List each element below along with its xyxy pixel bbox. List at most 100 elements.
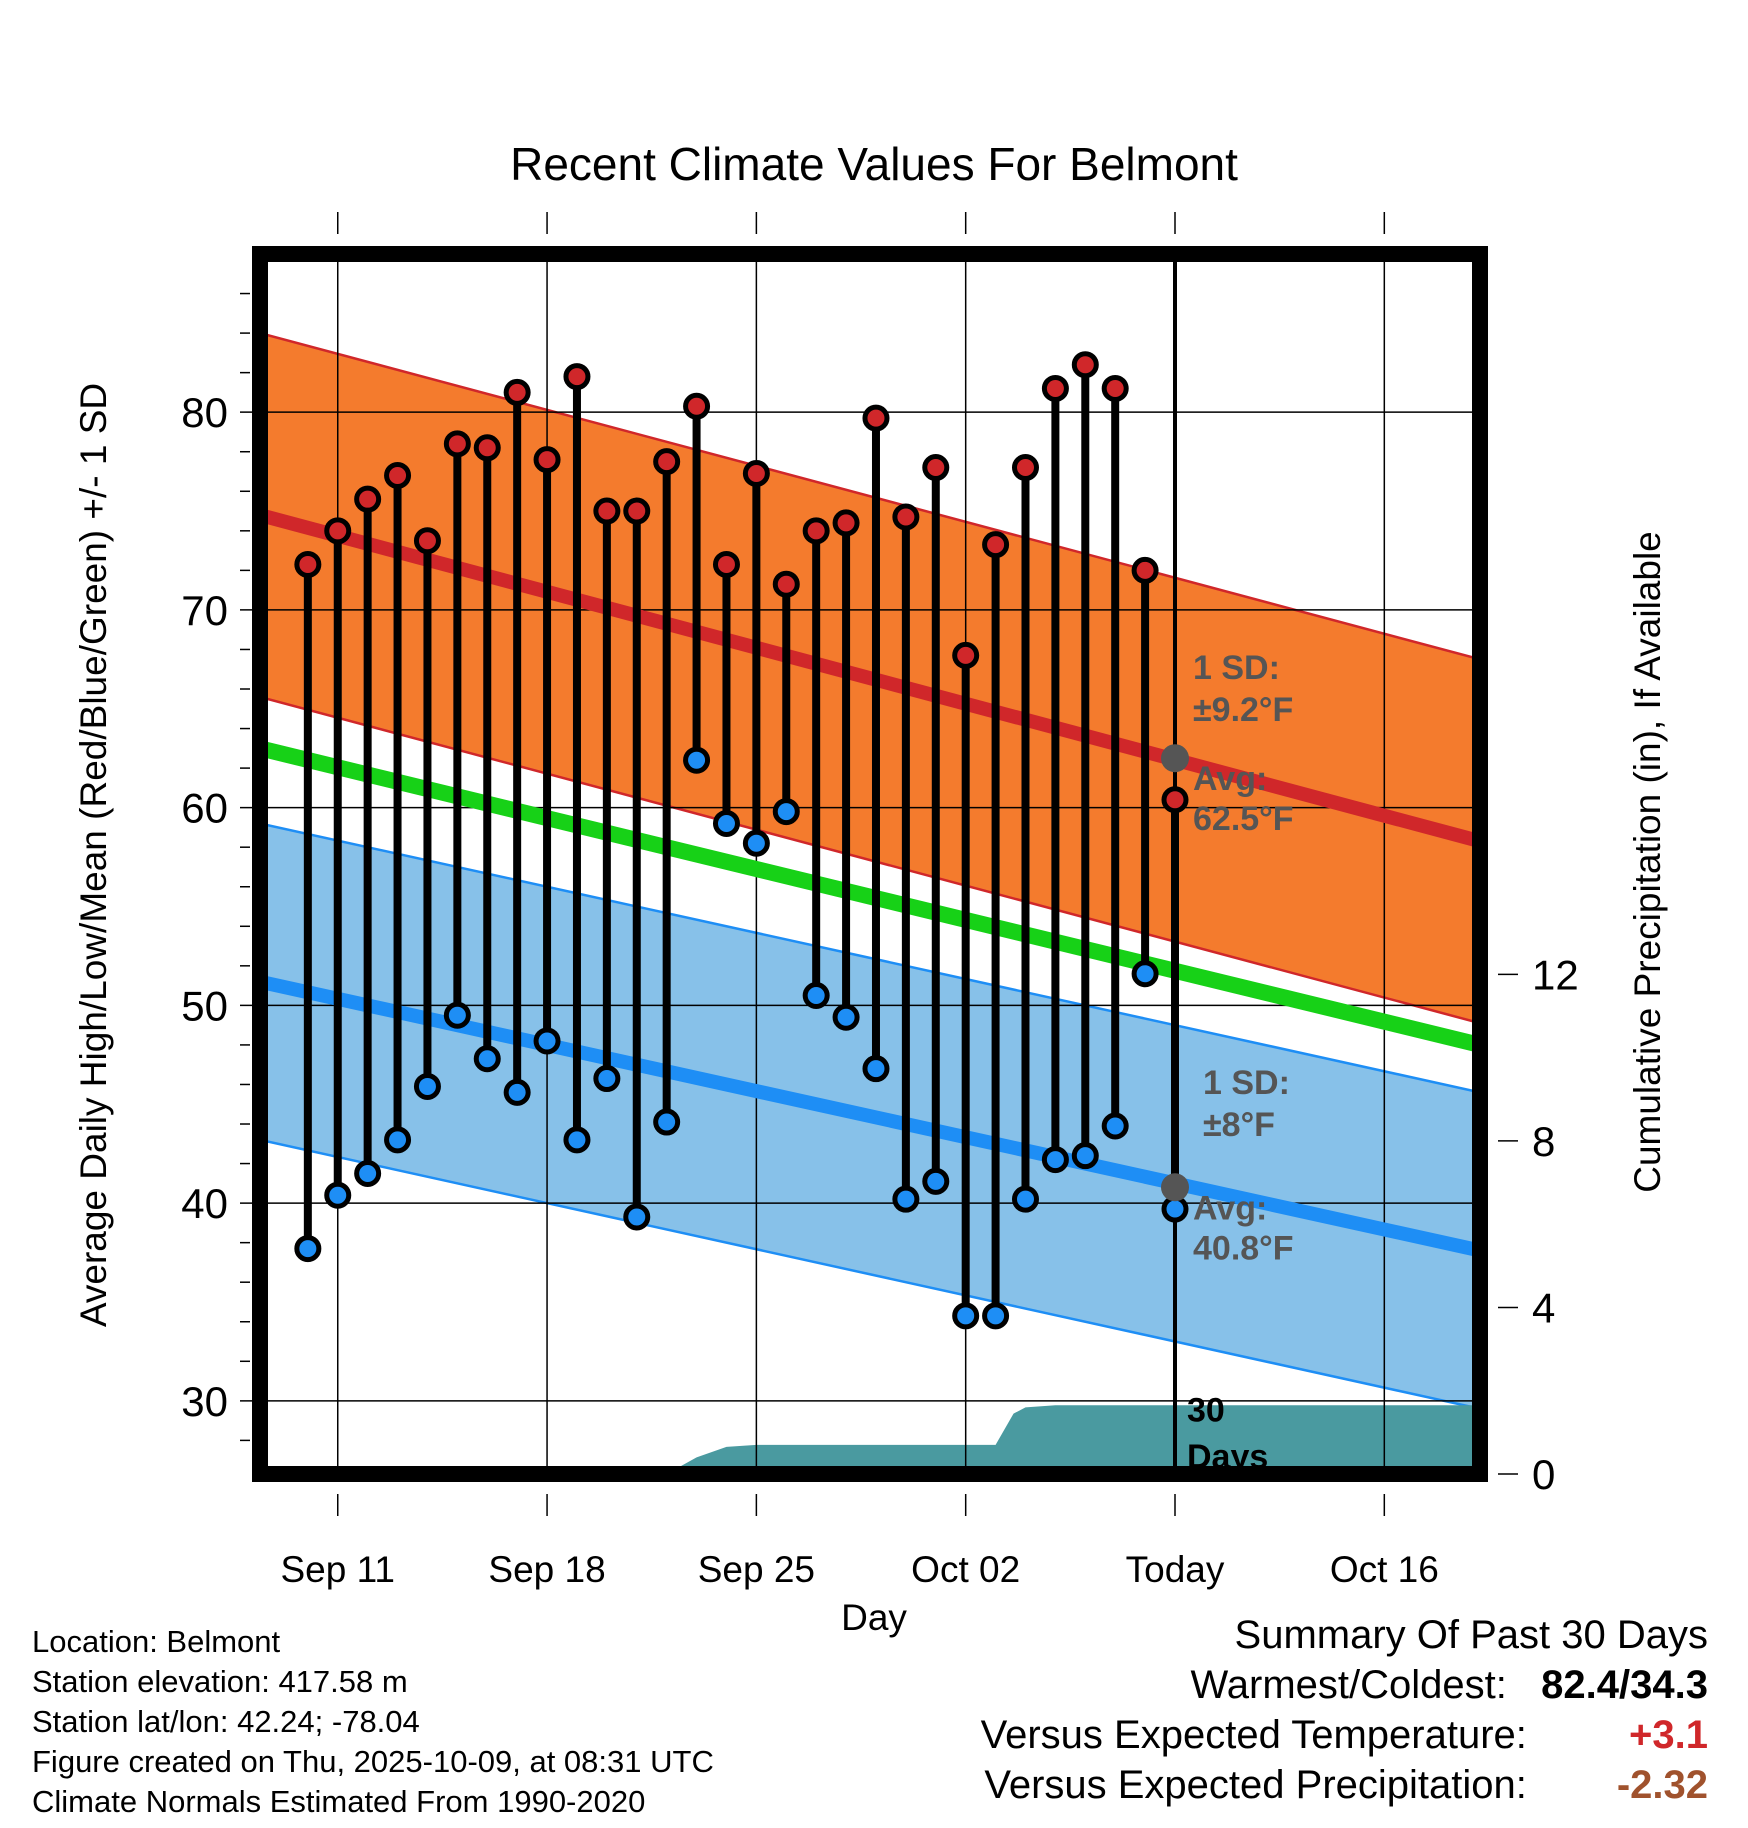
daily-high-point [683, 392, 711, 420]
daily-low-point [294, 1235, 322, 1263]
x-tick-label: Today [1126, 1549, 1225, 1590]
daily-low-point [1041, 1146, 1069, 1174]
precip-row: Versus Expected Precipitation: -2.32 [981, 1760, 1708, 1810]
daily-high-point [772, 570, 800, 598]
daily-high-point [892, 503, 920, 531]
chart-title: Recent Climate Values For Belmont [510, 138, 1238, 190]
precip-area [666, 1405, 1480, 1474]
x-tick-label: Sep 18 [488, 1549, 605, 1590]
warm-cold-value: 82.4/34.3 [1541, 1663, 1708, 1707]
y-tick-label: 80 [181, 389, 228, 436]
daily-high-point [473, 434, 501, 462]
location-text: Location: Belmont [32, 1624, 281, 1659]
high-sd-band-lower-edge [260, 695, 1480, 1025]
temp-value: +3.1 [1629, 1713, 1708, 1757]
daily-low-point [1101, 1112, 1129, 1140]
daily-low-point [653, 1108, 681, 1136]
daily-low-point [1161, 1195, 1189, 1223]
y-tick-label: 50 [181, 982, 228, 1029]
daily-low-point [862, 1055, 890, 1083]
y2-tick-label: 4 [1532, 1284, 1555, 1331]
daily-high-point [922, 454, 950, 482]
x-axis-label: Day [841, 1597, 907, 1638]
daily-low-point [324, 1181, 352, 1209]
daily-low-point [683, 746, 711, 774]
daily-high-point [982, 531, 1010, 559]
daily-high-point [443, 430, 471, 458]
daily-low-point [1011, 1185, 1039, 1213]
daily-high-point [354, 485, 382, 513]
elevation-text: Station elevation: 417.58 m [32, 1664, 408, 1699]
y-tick-label: 60 [181, 785, 228, 832]
daily-low-point [832, 1003, 860, 1031]
precip-label: Versus Expected Precipitation: [984, 1763, 1527, 1807]
summary-panel: Summary Of Past 30 Days Warmest/Coldest:… [981, 1610, 1708, 1810]
daily-low-point [593, 1065, 621, 1093]
low-sd-label: 1 SD: [1203, 1064, 1290, 1102]
daily-low-point [533, 1027, 561, 1055]
today-low-normal-marker [1161, 1173, 1189, 1202]
days-count-label: 30 [1187, 1391, 1225, 1429]
daily-high-point [1131, 556, 1159, 584]
daily-low-point [413, 1072, 441, 1100]
latlon-text: Station lat/lon: 42.24; -78.04 [32, 1704, 420, 1739]
daily-high-point [563, 363, 591, 391]
warm-cold-row: Warmest/Coldest: 82.4/34.3 [981, 1660, 1709, 1710]
y2-tick-label: 8 [1532, 1118, 1555, 1165]
daily-high-point [952, 641, 980, 669]
daily-low-point [473, 1045, 501, 1073]
high-sd-band-upper-edge [260, 331, 1480, 661]
temp-label: Versus Expected Temperature: [980, 1713, 1527, 1757]
daily-low-point [982, 1302, 1010, 1330]
y2-tick-label: 0 [1532, 1451, 1555, 1498]
daily-high-point [1101, 374, 1129, 402]
high-normal-line [260, 508, 1480, 849]
low-sd-value: ±8°F [1203, 1106, 1275, 1144]
summary-heading: Summary Of Past 30 Days [1234, 1613, 1708, 1657]
daily-low-point [563, 1126, 591, 1154]
daily-high-point [384, 461, 412, 489]
daily-high-point [593, 497, 621, 525]
x-tick-label: Sep 25 [698, 1549, 815, 1590]
daily-high-point [1041, 374, 1069, 402]
daily-low-point [384, 1126, 412, 1154]
plot-frame [252, 246, 1488, 1482]
daily-low-point [742, 829, 770, 857]
daily-low-point [772, 798, 800, 826]
daily-high-point [712, 550, 740, 578]
daily-low-point [443, 1001, 471, 1029]
low-avg-label: Avg: [1193, 1189, 1267, 1227]
daily-high-point [742, 459, 770, 487]
warm-cold-label: Warmest/Coldest: [1190, 1663, 1507, 1707]
daily-low-point [1131, 960, 1159, 988]
daily-low-point [892, 1185, 920, 1213]
daily-high-point [294, 550, 322, 578]
x-tick-label: Oct 16 [1330, 1549, 1439, 1590]
high-avg-label: Avg: [1193, 760, 1267, 798]
daily-low-point [922, 1167, 950, 1195]
low-avg-value: 40.8°F [1193, 1229, 1294, 1267]
mean-normal-line [260, 740, 1480, 1053]
daily-low-point [623, 1203, 651, 1231]
y-tick-label: 70 [181, 587, 228, 634]
y2-axis-label: Cumulative Precipitation (in), If Availa… [1627, 531, 1668, 1193]
daily-high-point [324, 517, 352, 545]
daily-low-point [952, 1302, 980, 1330]
high-sd-label: 1 SD: [1193, 649, 1280, 687]
temp-row: Versus Expected Temperature: +3.1 [981, 1710, 1708, 1760]
created-text: Figure created on Thu, 2025-10-09, at 08… [32, 1744, 714, 1779]
daily-high-point [413, 527, 441, 555]
daily-high-point [1011, 454, 1039, 482]
x-tick-label: Oct 02 [911, 1549, 1020, 1590]
daily-low-point [712, 809, 740, 837]
y2-tick-label: 12 [1532, 951, 1579, 998]
low-sd-band-upper-edge [260, 822, 1480, 1094]
today-high-normal-marker [1161, 744, 1189, 773]
y-tick-label: 40 [181, 1180, 228, 1227]
y-axis-label: Average Daily High/Low/Mean (Red/Blue/Gr… [73, 383, 114, 1327]
daily-high-point [832, 509, 860, 537]
daily-high-point [653, 448, 681, 476]
daily-high-point [1161, 786, 1189, 814]
high-avg-value: 62.5°F [1193, 800, 1294, 838]
station-info: Location: Belmont Station elevation: 417… [32, 1622, 714, 1822]
